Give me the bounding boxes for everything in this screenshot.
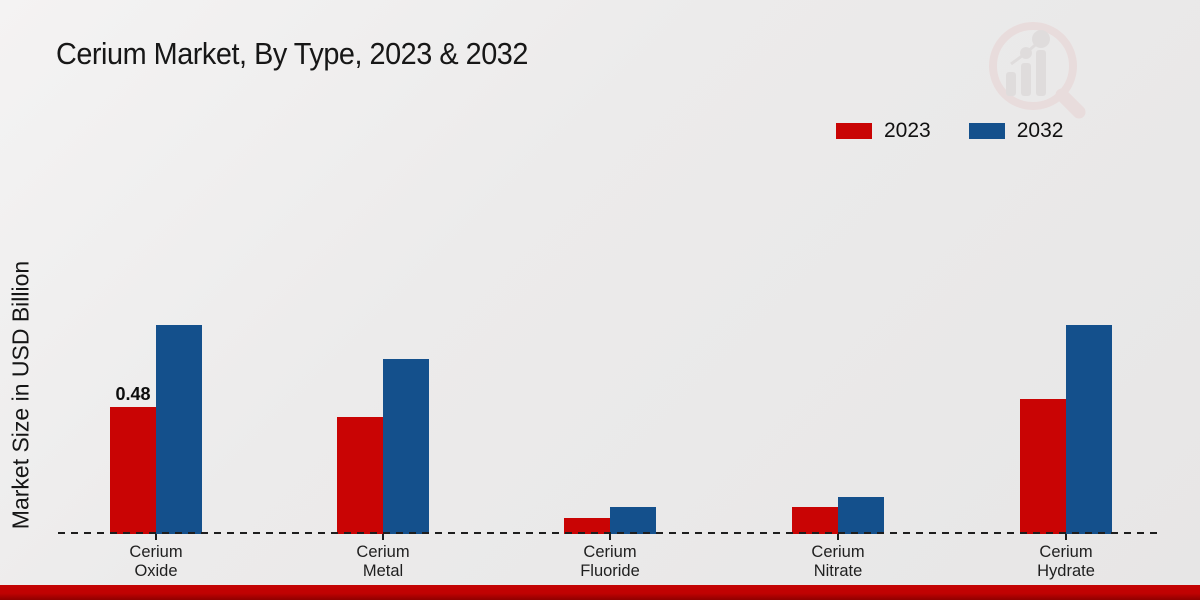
bar-2023-cerium-metal — [337, 417, 383, 534]
bar-2032-cerium-fluoride — [610, 507, 656, 534]
legend-item-2023: 2023 — [836, 119, 931, 143]
x-tick-cerium-fluoride — [609, 534, 611, 540]
bar-2032-cerium-nitrate — [838, 497, 884, 534]
x-axis-baseline — [58, 532, 1161, 534]
x-label-cerium-oxide: Cerium Oxide — [129, 542, 183, 580]
bar-2032-cerium-metal — [383, 359, 429, 534]
x-label-cerium-nitrate: Cerium Nitrate — [811, 542, 865, 580]
legend-swatch-2023 — [836, 123, 872, 139]
legend-swatch-2032 — [968, 123, 1005, 139]
x-tick-cerium-nitrate — [837, 534, 839, 540]
legend-label-2032: 2032 — [1016, 119, 1064, 142]
x-tick-cerium-oxide — [155, 534, 157, 540]
bar-2032-cerium-hydrate — [1066, 325, 1112, 534]
market-research-magnifier-logo-icon — [989, 22, 1086, 119]
chart-title: Cerium Market, By Type, 2023 & 2032 — [56, 36, 528, 71]
legend-item-2032: 2032 — [968, 119, 1064, 143]
footer-accent-strip — [0, 585, 1200, 600]
bar-2023-cerium-oxide — [110, 407, 156, 534]
x-label-cerium-hydrate: Cerium Hydrate — [1037, 542, 1095, 580]
legend: 2023 2032 — [836, 119, 1063, 143]
bar-2023-cerium-nitrate — [792, 507, 838, 534]
legend-label-2023: 2023 — [884, 119, 931, 142]
x-label-cerium-metal: Cerium Metal — [356, 542, 410, 580]
bar-2023-cerium-fluoride — [564, 518, 610, 534]
x-label-cerium-fluoride: Cerium Fluoride — [580, 542, 640, 580]
value-label-2023-cerium-oxide: 0.48 — [115, 384, 151, 404]
bar-2023-cerium-hydrate — [1020, 399, 1066, 534]
bar-2032-cerium-oxide — [156, 325, 202, 534]
x-tick-cerium-metal — [382, 534, 384, 540]
x-tick-cerium-hydrate — [1065, 534, 1067, 540]
